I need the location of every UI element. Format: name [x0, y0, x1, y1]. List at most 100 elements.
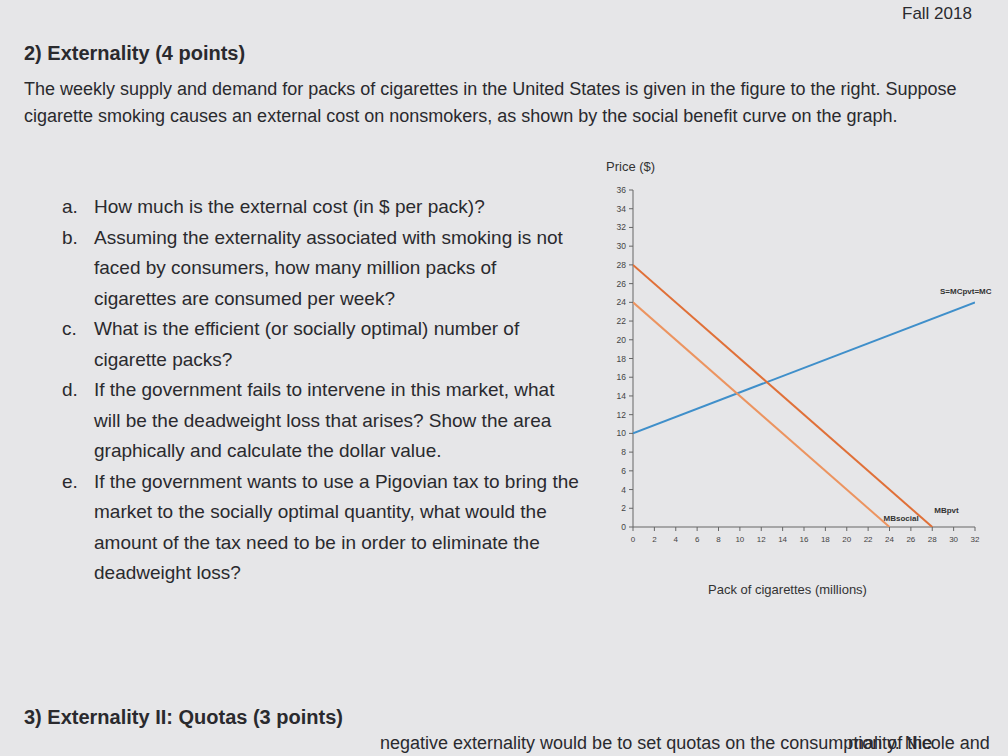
- x-tick: [633, 527, 634, 531]
- question: d. If the government fails to intervene i…: [62, 375, 582, 467]
- y-tick-label: 32: [617, 222, 627, 232]
- y-tick-label: 6: [621, 466, 626, 476]
- y-tick: [629, 302, 633, 303]
- x-tick-label: 12: [757, 535, 766, 544]
- y-tick: [629, 264, 633, 265]
- y-tick-label: 22: [617, 316, 627, 326]
- chart: Price ($) Pack of cigarettes (millions) 0 2…: [0, 0, 1008, 756]
- y-tick: [629, 527, 633, 528]
- y-tick-label: 24: [617, 297, 627, 307]
- y-tick-label: 2: [621, 503, 626, 513]
- question-text: What is the efficient (or socially optim…: [94, 318, 519, 370]
- x-tick: [697, 527, 698, 531]
- question-letter: e.: [62, 467, 78, 498]
- x-tick: [675, 527, 676, 531]
- y-tick-label: 26: [617, 279, 627, 289]
- question-letter: d.: [62, 375, 78, 406]
- x-tick-label: 6: [695, 535, 700, 544]
- x-tick-label: 20: [842, 535, 851, 544]
- question-text: How much is the external cost (in $ per …: [94, 196, 485, 217]
- x-tick-label: 10: [735, 535, 744, 544]
- x-tick: [932, 527, 933, 531]
- question-letter: c.: [62, 314, 77, 345]
- y-tick: [629, 414, 633, 415]
- x-tick: [718, 527, 719, 531]
- y-tick-label: 18: [617, 354, 627, 364]
- x-tick-label: 14: [778, 535, 787, 544]
- y-tick-label: 36: [617, 185, 627, 195]
- series-line: [633, 302, 890, 527]
- x-tick: [739, 527, 740, 531]
- x-tick: [953, 527, 954, 531]
- x-tick-label: 8: [716, 535, 721, 544]
- question: c. What is the efficient (or socially opt…: [62, 314, 582, 375]
- x-tick-label: 24: [885, 535, 894, 544]
- y-tick: [629, 339, 633, 340]
- y-tick-label: 20: [617, 335, 627, 345]
- x-tick: [804, 527, 805, 531]
- header: Fall 2018: [902, 4, 972, 24]
- y-tick-label: 12: [617, 410, 627, 420]
- series-label: S=MCpvt=MC: [940, 287, 992, 296]
- x-tick: [654, 527, 655, 531]
- y-tick: [629, 489, 633, 490]
- series-label: MBsocial: [884, 514, 919, 523]
- x-tick-label: 22: [864, 535, 873, 544]
- x-tick: [782, 527, 783, 531]
- y-tick: [629, 190, 633, 191]
- y-tick-label: 16: [617, 372, 627, 382]
- question-text: Assuming the externality associated with…: [94, 227, 563, 309]
- series-line: [633, 265, 932, 527]
- questions: a. How much is the external cost (in $ pe…: [62, 192, 582, 589]
- y-tick: [629, 321, 633, 322]
- x-tick: [889, 527, 890, 531]
- x-tick-label: 26: [906, 535, 915, 544]
- y-tick-label: 10: [617, 428, 627, 438]
- x-tick: [846, 527, 847, 531]
- y-tick: [629, 377, 633, 378]
- y-tick: [629, 452, 633, 453]
- x-tick: [910, 527, 911, 531]
- page: Fall 2018 2) Externality (4 points) The we…: [0, 0, 1008, 756]
- x-tick-label: 32: [971, 535, 980, 544]
- y-tick-label: 14: [617, 391, 627, 401]
- next-section-title: 3) Externality II: Quotas (3 points): [24, 706, 343, 729]
- x-tick-label: 28: [928, 535, 937, 544]
- question-letter: a.: [62, 192, 78, 223]
- x-tick: [825, 527, 826, 531]
- y-tick-label: 30: [617, 241, 627, 251]
- intro: The weekly supply and demand for packs o…: [24, 76, 984, 130]
- question-text: If the government wants to use a Pigovia…: [94, 471, 579, 584]
- question-letter: b.: [62, 223, 78, 254]
- y-tick-label: 8: [621, 447, 626, 457]
- x-tick: [761, 527, 762, 531]
- y-tick: [629, 208, 633, 209]
- question: b. Assuming the externality associated wi…: [62, 223, 582, 315]
- x-axis-label: Pack of cigarettes (millions): [708, 582, 867, 597]
- y-tick: [629, 227, 633, 228]
- section-title: 2) Externality (4 points): [24, 42, 245, 65]
- x-tick-label: 4: [674, 535, 679, 544]
- x-tick-label: 2: [652, 535, 657, 544]
- y-tick-label: 4: [621, 485, 626, 495]
- x-tick: [975, 527, 976, 531]
- series-label: MBpvt: [934, 506, 959, 515]
- y-tick: [629, 246, 633, 247]
- y-tick: [629, 508, 633, 509]
- y-tick: [629, 470, 633, 471]
- y-tick-label: 28: [617, 260, 627, 270]
- question-text: If the government fails to intervene in …: [94, 379, 554, 461]
- x-tick-label: 0: [631, 535, 636, 544]
- next-section-line-end: rnality. Nicole and: [848, 733, 990, 754]
- y-tick-label: 34: [617, 204, 627, 214]
- y-tick: [629, 433, 633, 434]
- x-tick-label: 18: [821, 535, 830, 544]
- y-tick: [629, 283, 633, 284]
- question: a. How much is the external cost (in $ pe…: [62, 192, 582, 223]
- plot-area: [633, 265, 975, 527]
- y-tick: [629, 358, 633, 359]
- question: e. If the government wants to use a Pigov…: [62, 467, 582, 589]
- x-tick-label: 30: [949, 535, 958, 544]
- y-axis-label: Price ($): [606, 159, 655, 174]
- x-tick-label: 16: [800, 535, 809, 544]
